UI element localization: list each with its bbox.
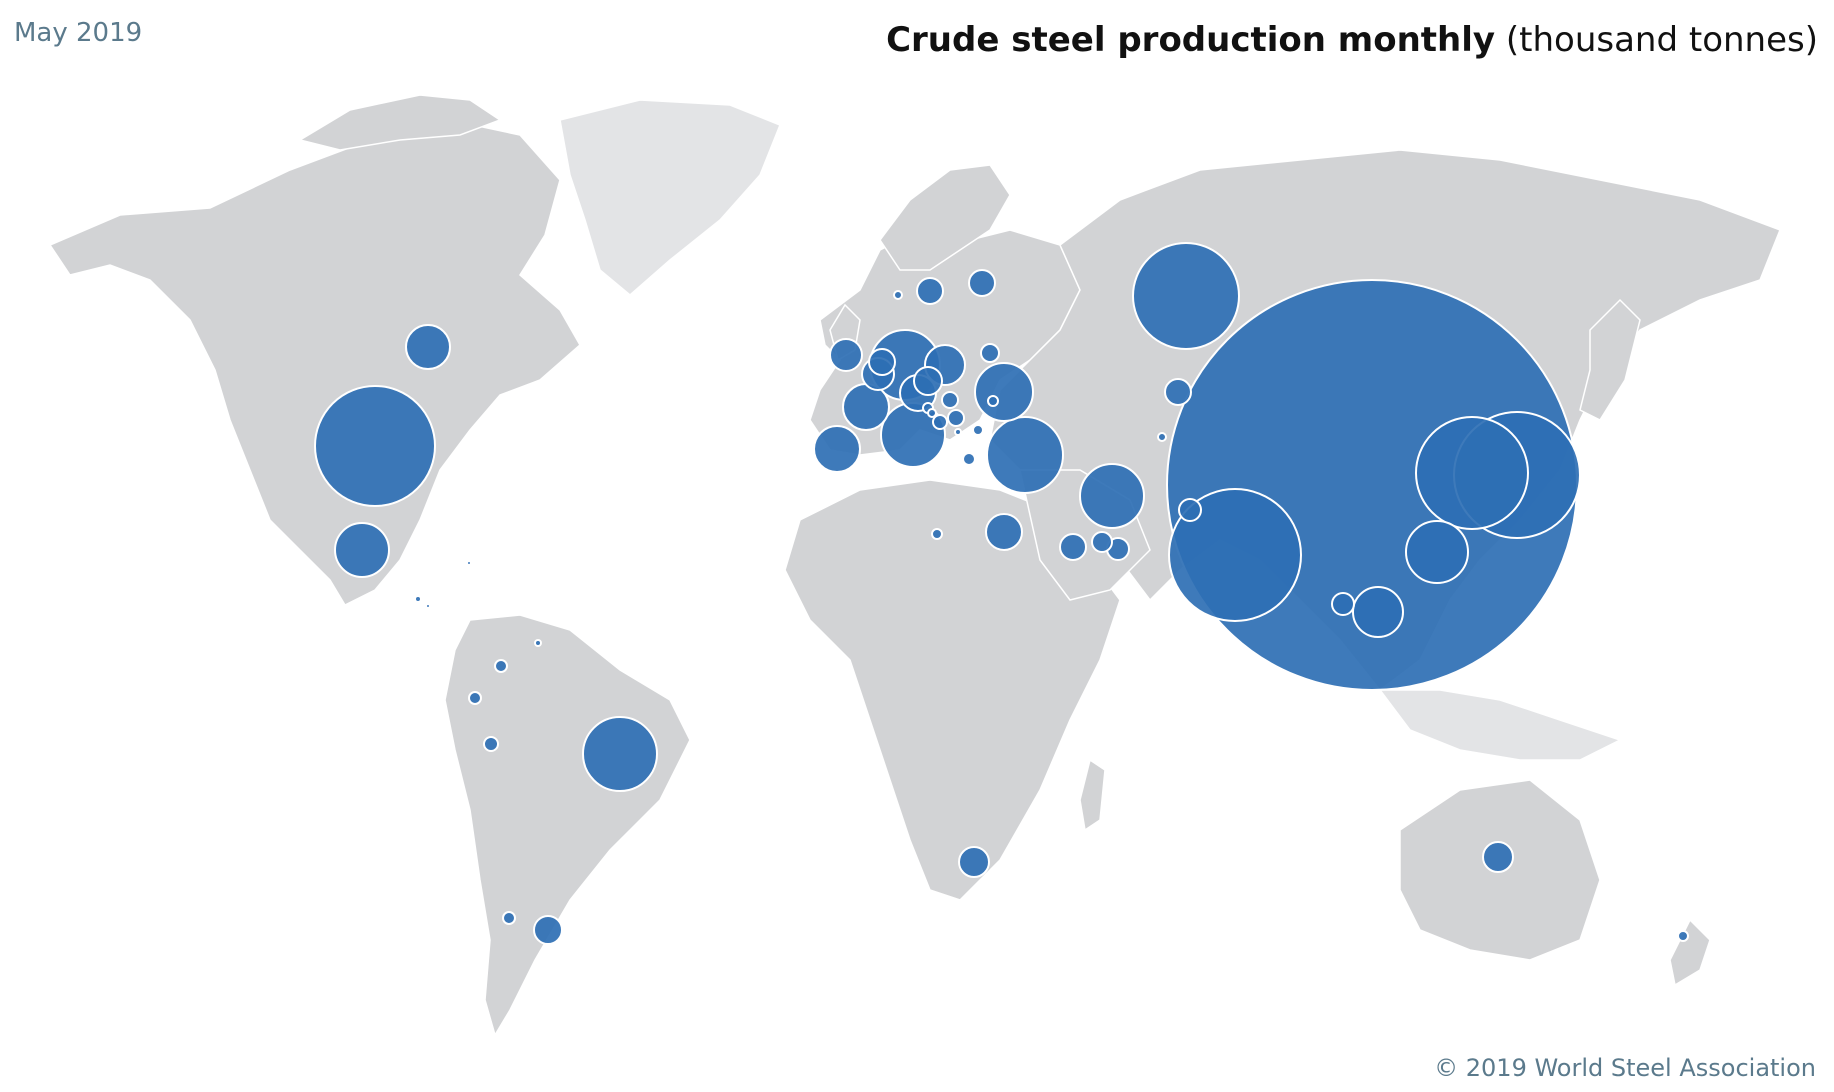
bubble-ecuador[interactable]	[468, 691, 482, 705]
bubble-spain[interactable]	[813, 425, 861, 473]
land-japan	[1579, 298, 1641, 421]
bubble-guatemala[interactable]	[414, 595, 422, 603]
land-scandinavia	[879, 164, 1011, 271]
land-africa	[784, 479, 1121, 901]
bubble-norway[interactable]	[893, 290, 903, 300]
bubble-mexico[interactable]	[334, 522, 390, 578]
land-madagascar	[1079, 758, 1106, 832]
bubble-venezuela[interactable]	[534, 639, 542, 647]
bubble-iran[interactable]	[1079, 463, 1145, 529]
bubble-saudi-arabia[interactable]	[1059, 533, 1087, 561]
bubble-netherlands[interactable]	[868, 348, 896, 376]
bubble-chile[interactable]	[502, 911, 516, 925]
bubble-thailand[interactable]	[1331, 592, 1355, 616]
bubble-egypt[interactable]	[985, 513, 1023, 551]
land-north-america	[48, 119, 581, 606]
bubble-libya[interactable]	[931, 528, 943, 540]
land-canada-islands	[298, 94, 502, 151]
bubble-russia[interactable]	[1132, 242, 1240, 350]
land-greenland	[559, 99, 781, 296]
bubble-sweden[interactable]	[916, 277, 944, 305]
bubble-argentina[interactable]	[533, 915, 563, 945]
copyright-notice: © 2019 World Steel Association	[1434, 1054, 1816, 1082]
bubble-south-korea[interactable]	[1415, 416, 1529, 530]
bubble-czech[interactable]	[913, 366, 943, 396]
bubble-peru[interactable]	[483, 736, 499, 752]
bubble-turkey[interactable]	[986, 416, 1064, 494]
bubble-bulgaria[interactable]	[972, 424, 984, 436]
bubble-finland[interactable]	[968, 269, 996, 297]
bubble-vietnam[interactable]	[1352, 586, 1404, 638]
land-new-zealand	[1669, 918, 1711, 987]
land-south-america	[444, 614, 691, 1037]
chart-title: Crude steel production monthly (thousand…	[886, 20, 1818, 60]
bubble-serbia[interactable]	[932, 414, 948, 430]
bubble-cuba[interactable]	[466, 560, 472, 566]
title-unit: (thousand tonnes)	[1505, 20, 1818, 60]
bubble-bosnia[interactable]	[954, 428, 962, 436]
bubble-romania[interactable]	[941, 391, 959, 409]
bubble-south-africa[interactable]	[958, 846, 990, 878]
bubble-hungary[interactable]	[947, 409, 965, 427]
bubble-france[interactable]	[842, 383, 890, 431]
bubble-belarus[interactable]	[987, 395, 999, 407]
bubble-canada[interactable]	[405, 324, 451, 370]
bubble-australia[interactable]	[1482, 841, 1514, 873]
bubble-india[interactable]	[1168, 488, 1302, 622]
bubble-slovakia[interactable]	[980, 343, 1000, 363]
land-southeast-asia	[1378, 689, 1622, 761]
bubble-pakistan[interactable]	[1178, 498, 1202, 522]
bubble-brazil[interactable]	[582, 716, 658, 792]
bubble-colombia[interactable]	[494, 659, 508, 673]
bubble-qatar[interactable]	[1091, 531, 1113, 553]
bubble-kazakhstan[interactable]	[1164, 378, 1192, 406]
bubble-greece[interactable]	[962, 452, 976, 466]
bubble-uzbekistan[interactable]	[1157, 432, 1167, 442]
bubble-luxembourg[interactable]	[927, 408, 937, 418]
bubble-new-zealand[interactable]	[1677, 930, 1689, 942]
bubble-ukraine[interactable]	[974, 362, 1034, 422]
bubble-uk[interactable]	[829, 338, 863, 372]
bubble-taiwan[interactable]	[1405, 520, 1469, 584]
title-main: Crude steel production monthly	[886, 20, 1496, 60]
bubble-el-salvador[interactable]	[425, 603, 431, 609]
bubbles	[314, 242, 1689, 945]
date-label: May 2019	[14, 18, 143, 48]
bubble-usa[interactable]	[314, 385, 436, 507]
